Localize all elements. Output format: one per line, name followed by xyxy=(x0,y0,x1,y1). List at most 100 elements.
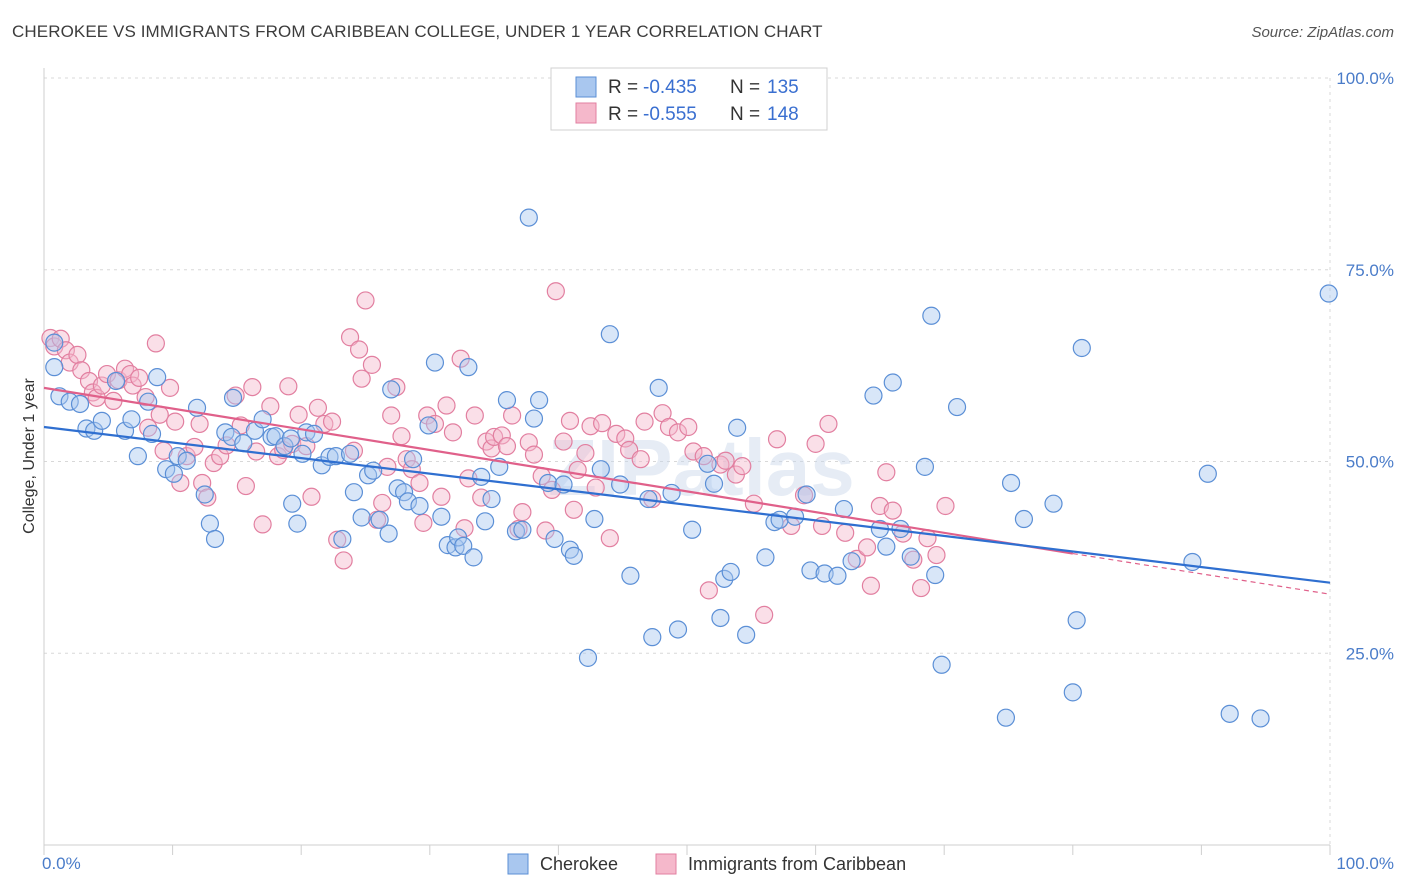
cherokee-point xyxy=(737,625,756,644)
caribbean-point xyxy=(819,414,838,434)
series-label-cherokee: Cherokee xyxy=(540,854,618,874)
cherokee-point xyxy=(45,333,64,352)
caribbean-point xyxy=(883,501,902,520)
caribbean-point xyxy=(68,345,87,364)
caribbean-trend-extension xyxy=(1072,552,1331,595)
cherokee-point xyxy=(333,529,352,549)
cherokee-point xyxy=(1044,494,1063,513)
legend-box xyxy=(550,67,828,131)
caribbean-point xyxy=(146,334,165,353)
caribbean-point xyxy=(857,538,877,557)
cherokee-point xyxy=(142,424,162,443)
cherokee-point xyxy=(326,447,346,466)
cherokee-point xyxy=(668,620,688,639)
legend-swatch-cherokee xyxy=(575,76,597,98)
caribbean-point xyxy=(659,417,679,437)
caribbean-point xyxy=(414,513,433,532)
legend-n-label-2: N = xyxy=(730,104,760,125)
cherokee-point xyxy=(621,566,640,585)
cherokee-point xyxy=(92,411,111,430)
cherokee-point xyxy=(996,708,1016,727)
caribbean-point xyxy=(243,378,262,397)
cherokee-point xyxy=(106,371,126,391)
caribbean-point xyxy=(576,443,595,463)
caribbean-point xyxy=(425,414,445,434)
cherokee-point xyxy=(545,529,564,549)
cherokee-point xyxy=(253,410,272,429)
caribbean-point xyxy=(190,414,209,434)
cherokee-point xyxy=(398,492,418,511)
caribbean-point xyxy=(679,417,698,437)
cherokee-point xyxy=(801,561,820,580)
cherokee-point xyxy=(344,483,364,502)
caribbean-point xyxy=(861,576,880,595)
cherokee-point xyxy=(611,475,630,494)
caribbean-point xyxy=(668,423,688,442)
cherokee-point xyxy=(432,507,451,526)
cherokee-point xyxy=(403,450,423,469)
caribbean-point xyxy=(204,453,223,473)
cherokee-point xyxy=(530,391,549,410)
caribbean-point xyxy=(564,500,583,519)
cherokee-point xyxy=(915,457,935,476)
series-swatch-cherokee xyxy=(507,853,529,875)
caribbean-point xyxy=(593,414,612,433)
caribbean-point xyxy=(733,457,752,476)
caribbean-point xyxy=(432,487,451,506)
cherokee-point xyxy=(45,358,64,377)
caribbean-point xyxy=(356,291,375,310)
cherokee-point xyxy=(216,423,235,442)
caribbean-point xyxy=(767,430,787,449)
caribbean-point xyxy=(97,364,117,384)
legend-n-label-1: N = xyxy=(730,77,760,98)
cherokee-point xyxy=(1063,683,1082,702)
caribbean-point xyxy=(635,412,654,431)
cherokee-point xyxy=(698,454,717,473)
legend-swatch-caribbean xyxy=(575,102,597,124)
caribbean-point xyxy=(503,406,522,425)
cherokee-point xyxy=(200,514,219,533)
caribbean-point xyxy=(806,434,825,453)
cherokee-point xyxy=(683,520,702,539)
caribbean-point xyxy=(586,478,605,497)
caribbean-point xyxy=(92,376,111,395)
caribbean-point xyxy=(904,550,923,569)
caribbean-point xyxy=(546,282,565,301)
cherokee-point xyxy=(578,648,598,667)
cherokee-point xyxy=(382,380,401,399)
cherokee-point xyxy=(513,520,532,539)
caribbean-point xyxy=(166,412,185,431)
cherokee-point xyxy=(721,562,740,582)
caribbean-trend-line xyxy=(43,386,1073,555)
cherokee-point xyxy=(877,537,896,556)
cherokee-point xyxy=(883,373,902,392)
cherokee-point xyxy=(1001,473,1021,493)
cherokee-point xyxy=(122,410,141,429)
caribbean-point xyxy=(160,378,180,397)
cherokee-point xyxy=(482,489,501,509)
cherokee-point xyxy=(1251,709,1270,728)
cherokee-point xyxy=(352,508,371,527)
legend-r-label-2: R = xyxy=(608,104,638,125)
caribbean-point xyxy=(349,340,369,359)
caribbean-point xyxy=(253,515,272,534)
cherokee-point xyxy=(711,608,730,628)
cherokee-point xyxy=(715,569,734,588)
x-tick-label-max: 100.0% xyxy=(1336,854,1394,873)
cherokee-point xyxy=(223,388,243,407)
y-tick-label: 25.0% xyxy=(1346,644,1394,663)
caribbean-point xyxy=(308,398,328,417)
caribbean-point xyxy=(443,423,463,442)
y-tick-label: 50.0% xyxy=(1346,453,1394,472)
cherokee-point xyxy=(472,467,491,486)
cherokee-point xyxy=(591,460,610,479)
caribbean-point xyxy=(877,463,896,482)
cherokee-point xyxy=(168,447,187,466)
caribbean-point xyxy=(699,581,718,600)
cherokee-point xyxy=(585,509,604,529)
cherokee-point xyxy=(222,427,241,447)
y-tick-labels: 25.0% 50.0% 75.0% 100.0% xyxy=(1336,69,1394,663)
cherokee-point xyxy=(394,483,414,502)
caribbean-point xyxy=(492,426,511,445)
